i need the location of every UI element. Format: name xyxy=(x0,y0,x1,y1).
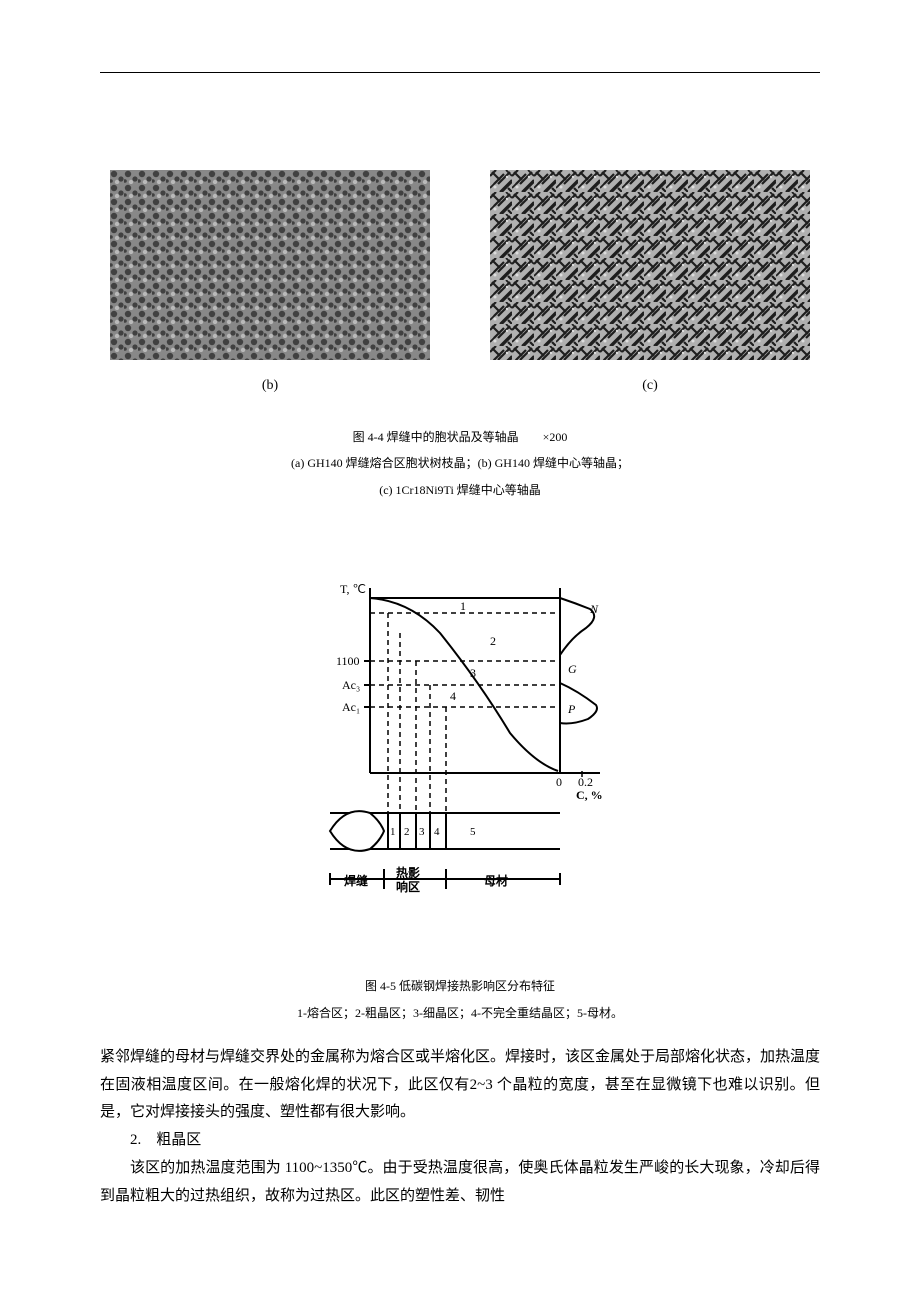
header-rule xyxy=(100,72,820,73)
heading-2: 2. 粗晶区 xyxy=(100,1127,820,1155)
point-G: G xyxy=(568,662,577,676)
caption-4-5-legend: 1-熔合区；2-粗晶区；3-细晶区；4-不完全重结晶区；5-母材。 xyxy=(100,1000,820,1026)
body-text: 紧邻焊缝的母材与焊缝交界处的金属称为熔合区或半熔化区。焊接时，该区金属处于局部熔… xyxy=(100,1044,820,1211)
x-unit: C, % xyxy=(576,788,603,802)
point-N: N xyxy=(589,602,599,616)
figure-4-5-caption: 图 4-5 低碳钢焊接热影响区分布特征 1-熔合区；2-粗晶区；3-细晶区；4-… xyxy=(100,973,820,1026)
paragraph-2: 该区的加热温度范围为 1100~1350℃。由于受热温度很高，使奥氏体晶粒发生严… xyxy=(100,1155,820,1211)
region-2-label: 2 xyxy=(490,634,496,648)
label-base: 母材 xyxy=(484,873,508,888)
figure-4-4-images: (b) (c) xyxy=(100,170,820,394)
haz-diagram-svg: 1 2 3 4 T, ℃ 1100 Ac₃ Ac₁ 0 0.2 C, % N G… xyxy=(300,573,620,913)
micrograph-c xyxy=(490,170,810,360)
sublabel-b: (b) xyxy=(262,378,278,394)
lower-zone-2: 2 xyxy=(404,826,410,838)
paragraph-1: 紧邻焊缝的母材与焊缝交界处的金属称为熔合区或半熔化区。焊接时，该区金属处于局部熔… xyxy=(100,1044,820,1127)
y-tick-1100: 1100 xyxy=(336,654,360,668)
x-label-0: 0 xyxy=(556,775,562,789)
label-haz-2: 响区 xyxy=(396,879,420,894)
x-label-02: 0.2 xyxy=(578,775,593,789)
y-label-Ac1: Ac₁ xyxy=(342,700,360,714)
label-haz-1: 热影 xyxy=(396,865,420,880)
figure-4-4-c-cell: (c) xyxy=(480,170,820,394)
caption-4-5-title: 图 4-5 低碳钢焊接热影响区分布特征 xyxy=(100,973,820,999)
lower-zone-3: 3 xyxy=(419,826,425,838)
lower-zone-5: 5 xyxy=(470,826,476,838)
caption-4-4-line2: (a) GH140 焊缝熔合区胞状树枝晶；(b) GH140 焊缝中心等轴晶； xyxy=(100,450,820,476)
figure-4-4-caption: 图 4-4 焊缝中的胞状品及等轴晶 ×200 (a) GH140 焊缝熔合区胞状… xyxy=(100,424,820,503)
lower-zone-4: 4 xyxy=(434,826,440,838)
region-3-label: 3 xyxy=(470,666,476,680)
caption-4-4-title: 图 4-4 焊缝中的胞状品及等轴晶 ×200 xyxy=(100,424,820,450)
point-P: P xyxy=(567,702,576,716)
region-1-label: 1 xyxy=(460,599,466,613)
region-4-label: 4 xyxy=(450,689,456,703)
micrograph-b xyxy=(110,170,430,360)
y-label-Ac3: Ac₃ xyxy=(342,678,360,692)
y-label-T: T, ℃ xyxy=(340,582,366,596)
figure-4-4-b-cell: (b) xyxy=(100,170,440,394)
lower-zone-1: 1 xyxy=(390,826,396,838)
caption-4-4-line3: (c) 1Cr18Ni9Ti 焊缝中心等轴晶 xyxy=(100,477,820,503)
figure-4-5-diagram: 1 2 3 4 T, ℃ 1100 Ac₃ Ac₁ 0 0.2 C, % N G… xyxy=(100,573,820,913)
label-weld: 焊缝 xyxy=(344,873,368,888)
sublabel-c: (c) xyxy=(642,378,658,394)
